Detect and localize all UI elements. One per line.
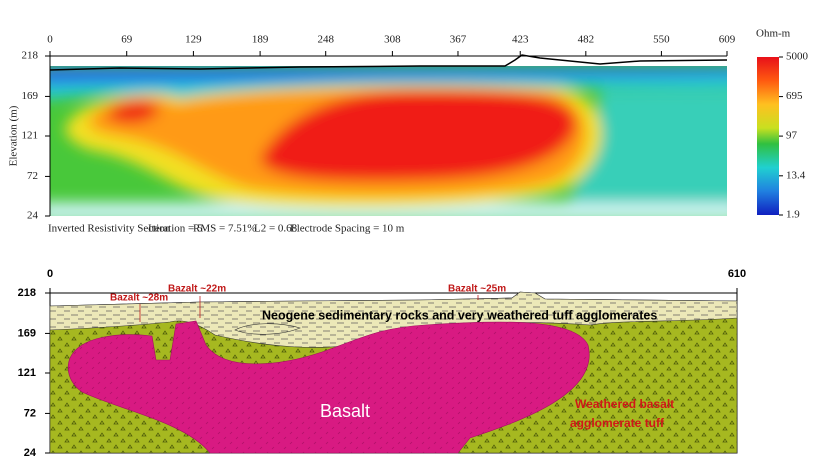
colorbar-tick-label: 5000 bbox=[786, 51, 809, 63]
caption-item: Iteration = 5 bbox=[148, 223, 203, 235]
x-tick-label: 248 bbox=[317, 34, 334, 46]
colorbar bbox=[757, 57, 779, 215]
bottom-pale bbox=[50, 202, 727, 216]
right-cyan bbox=[560, 90, 727, 216]
y-axis-label: Elevation (m) bbox=[8, 105, 20, 166]
y-tick-label: 24 bbox=[24, 447, 37, 459]
sediment-label: Neogene sedimentary rocks and very weath… bbox=[262, 308, 657, 322]
x-tick-label: 129 bbox=[185, 34, 202, 46]
bazalt-label: Bazalt ~28m bbox=[110, 293, 168, 304]
colorbar-tick-label: 97 bbox=[786, 130, 798, 142]
x-tick-label: 69 bbox=[121, 34, 133, 46]
y-tick-label: 169 bbox=[22, 90, 39, 102]
resistivity-field bbox=[50, 66, 727, 216]
bazalt-label: Bazalt ~25m bbox=[448, 284, 506, 295]
colorbar-tick-label: 1.9 bbox=[786, 209, 800, 221]
weathered-label: Weathered basalt bbox=[575, 397, 674, 411]
caption-item: Inverted Resistivity Section bbox=[48, 223, 171, 235]
x-tick-label: 189 bbox=[252, 34, 269, 46]
colorbar-tick-label: 695 bbox=[786, 90, 803, 102]
x-tick-label: 367 bbox=[450, 34, 467, 46]
y-tick-label: 218 bbox=[22, 50, 39, 62]
x-tick-label: 423 bbox=[512, 34, 529, 46]
bazalt-label: Bazalt ~22m bbox=[168, 284, 226, 295]
red-left bbox=[105, 100, 160, 124]
y-tick-label: 218 bbox=[18, 287, 36, 299]
x-tick-label: 308 bbox=[384, 34, 401, 46]
y-tick-label: 24 bbox=[27, 210, 39, 222]
colorbar-unit: Ohm-m bbox=[756, 28, 791, 40]
caption-item: RMS = 7.51% bbox=[193, 223, 256, 235]
y-tick-label: 121 bbox=[18, 367, 36, 379]
basalt-unit bbox=[67, 320, 590, 454]
colorbar-tick-label: 13.4 bbox=[786, 169, 806, 181]
surface-electrodes bbox=[49, 54, 728, 71]
x-tick-label: 550 bbox=[653, 34, 670, 46]
basalt-label: Basalt bbox=[320, 401, 370, 421]
weathered-label: agglomerate tuff bbox=[570, 416, 665, 430]
sediment-lens bbox=[234, 323, 301, 335]
interpretation-section: Bazalt ~28m Bazalt ~22m Bazalt ~25m Neog… bbox=[49, 284, 738, 454]
shallow-blue bbox=[50, 66, 727, 84]
red-core bbox=[260, 89, 577, 181]
y-tick-label: 121 bbox=[22, 130, 39, 142]
x-tick-label: 0 bbox=[47, 34, 53, 46]
x-tick-label: 609 bbox=[719, 34, 736, 46]
y-tick-label: 72 bbox=[24, 407, 36, 419]
x-tick-label: 610 bbox=[728, 268, 746, 280]
y-tick-label: 169 bbox=[18, 327, 36, 339]
field-blobs bbox=[50, 66, 727, 216]
y-tick-label: 72 bbox=[27, 170, 38, 182]
x-tick-label: 482 bbox=[578, 34, 595, 46]
caption-item: L2 = 0.68 bbox=[254, 223, 298, 235]
caption-item: Electrode Spacing = 10 m bbox=[290, 223, 405, 235]
x-tick-label: 0 bbox=[47, 268, 53, 280]
